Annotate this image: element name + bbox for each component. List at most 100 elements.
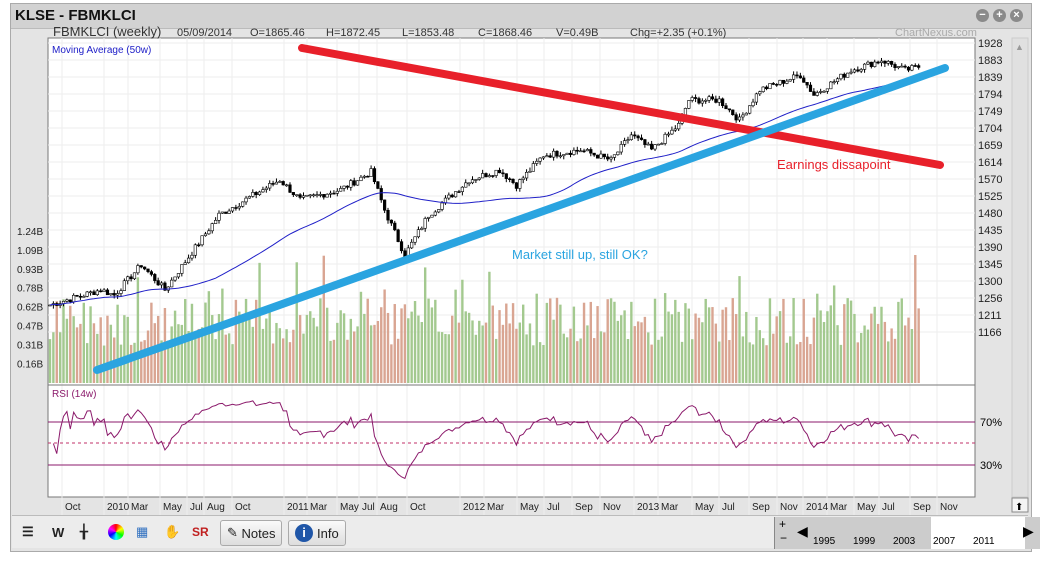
annotation-earnings[interactable]: Earnings dissapoint	[777, 157, 891, 172]
candle-body	[149, 271, 154, 275]
candle-body	[815, 92, 819, 96]
volume-bar	[393, 304, 396, 383]
candle-body	[487, 175, 492, 178]
support-trendline[interactable]	[93, 64, 949, 374]
timeline-navigator[interactable]: + − ◀ ▶ 1995 1999 2003 2007 2011	[774, 517, 1040, 549]
candle-body	[328, 192, 333, 195]
notes-button[interactable]: ✎ Notes	[220, 520, 283, 546]
candle-body	[788, 79, 792, 82]
volume-bar	[532, 345, 535, 383]
candle-body	[683, 108, 688, 116]
close-icon[interactable]: ×	[1010, 9, 1023, 22]
candle-body	[288, 184, 292, 193]
scroll-up-icon[interactable]: ▲	[1015, 42, 1024, 52]
volume-bar	[866, 329, 870, 383]
rsi-tick-70: 70%	[980, 417, 1002, 429]
resistance-trendline[interactable]	[298, 44, 944, 169]
candle-body	[622, 140, 627, 145]
volume-bar	[609, 298, 613, 383]
candle-body	[886, 61, 890, 64]
volume-bar	[677, 311, 680, 383]
volume-bar	[312, 317, 315, 383]
volume-bar	[768, 298, 772, 383]
volume-value: V=0.49B	[556, 27, 599, 39]
candle-body	[835, 78, 840, 82]
nav-window[interactable]	[931, 517, 1025, 549]
minimize-icon[interactable]: −	[976, 9, 989, 22]
annotation-market[interactable]: Market still up, still OK?	[512, 247, 648, 262]
info-button[interactable]: i Info	[288, 520, 346, 546]
scroll-top-button[interactable]	[1011, 497, 1029, 513]
volume-bar	[559, 304, 562, 383]
candle-body	[105, 289, 110, 296]
candle-body	[758, 91, 762, 95]
volume-bar	[643, 316, 647, 383]
candle-body	[619, 144, 623, 153]
bar-type-icon[interactable]: ☰	[22, 524, 34, 539]
volume-bar	[386, 312, 390, 383]
candle-body	[903, 65, 907, 68]
volume-bar	[555, 297, 559, 383]
time-tick: Sep	[575, 502, 593, 513]
volume-bar	[505, 303, 508, 383]
volume-bar	[369, 325, 373, 383]
volume-bar	[55, 301, 58, 383]
volume-bar	[653, 298, 657, 383]
candle-body	[754, 93, 759, 103]
candle-body	[531, 163, 535, 172]
time-tick: Mar	[131, 502, 149, 513]
candle-body	[420, 227, 424, 230]
indicator-icon[interactable]: ╁	[80, 524, 88, 539]
nav-right-icon[interactable]: ▶	[1023, 523, 1034, 539]
candle-body	[731, 109, 735, 115]
support-resistance-icon[interactable]: SR	[192, 525, 209, 539]
candle-body	[220, 211, 224, 214]
volume-bar	[660, 336, 663, 383]
candle-body	[764, 86, 769, 90]
volume-bar	[707, 307, 711, 383]
candle-body	[717, 98, 721, 103]
candle-body	[528, 170, 532, 173]
candle-body	[315, 194, 319, 196]
volume-bar	[863, 325, 866, 383]
volume-tick: 1.24B	[17, 227, 43, 238]
volume-bar	[265, 318, 268, 383]
volume-bar	[319, 298, 322, 383]
zoom-out-icon[interactable]: −	[780, 531, 788, 545]
volume-bar	[839, 344, 843, 383]
volume-bar	[85, 343, 89, 383]
volume-bar	[728, 340, 731, 383]
candle-body	[852, 69, 857, 73]
volume-bar	[694, 313, 697, 383]
arrow-up-icon[interactable]: ⬆	[1015, 502, 1023, 513]
volume-bar	[819, 310, 822, 383]
volume-bar	[329, 340, 332, 383]
nav-left-icon[interactable]: ◀	[797, 523, 808, 539]
candle-body	[839, 73, 843, 80]
volume-bar	[772, 333, 775, 383]
color-wheel-icon[interactable]	[108, 524, 124, 540]
zoom-in-icon[interactable]: +	[779, 517, 787, 531]
hand-pan-icon[interactable]: ✋	[164, 524, 181, 539]
candle-body	[913, 65, 917, 67]
volume-bar	[714, 323, 718, 383]
volume-bar	[799, 341, 802, 383]
vertical-scrollbar[interactable]	[1011, 37, 1029, 498]
time-tick: Jul	[722, 502, 735, 513]
candle-body	[690, 97, 694, 101]
price-tick: 1749	[978, 106, 1002, 118]
candle-body	[761, 86, 765, 92]
candle-body	[359, 176, 363, 182]
volume-bar	[755, 316, 758, 383]
period-weekly-icon[interactable]: W	[52, 524, 65, 540]
volume-bar	[123, 315, 126, 383]
maximize-icon[interactable]: +	[993, 9, 1006, 22]
volume-bar	[782, 298, 785, 383]
volume-bar	[140, 341, 143, 383]
volume-bar	[674, 299, 677, 383]
layout-icon[interactable]: ▦	[136, 524, 149, 539]
candle-body	[568, 152, 573, 155]
title-bar: KLSE - FBMKLCI − + ×	[11, 4, 1031, 29]
volume-bar	[741, 336, 745, 383]
